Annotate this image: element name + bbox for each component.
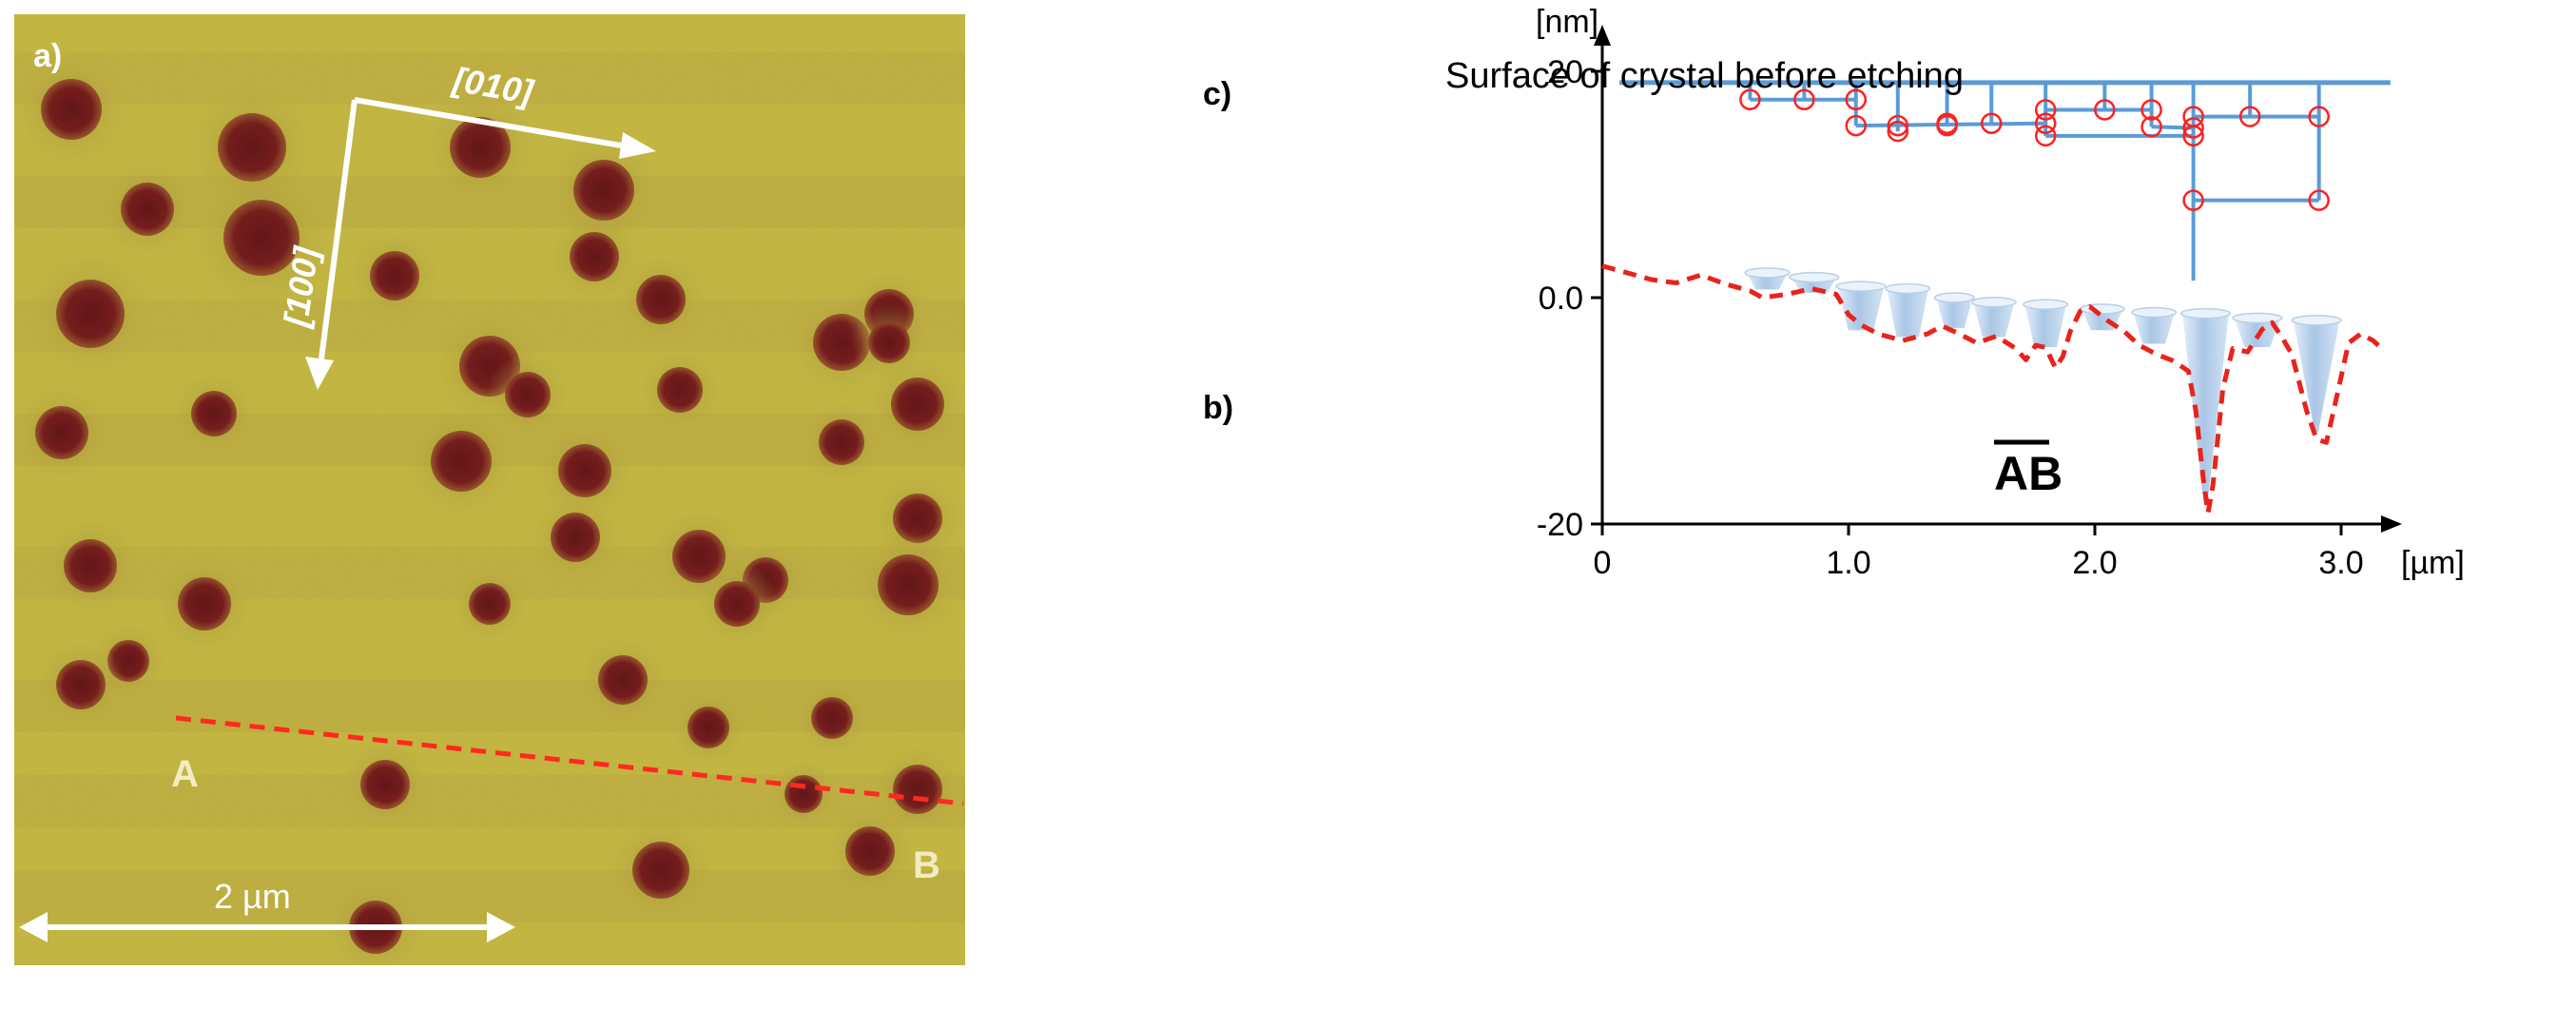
step-node [2308, 189, 2330, 211]
panel-c-label: c) [1203, 76, 1231, 112]
pit-rim [1744, 267, 1791, 279]
step-node [2182, 117, 2204, 139]
afm-image-panel: a) [010] [100] A B 2 µm [14, 14, 965, 965]
surface-label: Surface of crystal before etching [1445, 56, 1964, 96]
plot-labels: c) b) Surface of crystal before etching … [1203, 56, 2063, 500]
y-unit-label: [nm] [1536, 4, 1598, 40]
step-node [2182, 125, 2204, 147]
x-tick-label: 3.0 [2318, 545, 2363, 581]
pit-rim [1970, 297, 2017, 308]
pit-rim [2079, 303, 2125, 315]
step-node [1936, 114, 1958, 137]
x-axis-arrow [2381, 515, 2402, 533]
scale-bar [19, 912, 515, 942]
pit-rim [1789, 271, 1840, 283]
step-node [1980, 112, 2003, 134]
profile-plot: 20 0.0 -20 0 1.0 2.0 3.0 [nm] [µm] c) b) Surface… [1203, 4, 2465, 581]
point-a-label: A [171, 753, 199, 795]
profile-label-ab: AB [1994, 447, 2063, 500]
step-node [1887, 120, 1909, 143]
pit-shape [2179, 312, 2233, 509]
pit-rim [1885, 282, 1931, 295]
step-node [1739, 88, 1761, 110]
pit-rim [2291, 315, 2342, 326]
step-node [2034, 112, 2057, 134]
step-node [2182, 189, 2204, 211]
pit-shape [1834, 284, 1888, 334]
panel-a-label: a) [33, 38, 62, 74]
y-axis-arrow [1594, 25, 1611, 46]
pit-rim [1835, 281, 1887, 292]
step-node [2308, 106, 2330, 127]
pit-rim [2232, 312, 2283, 324]
step-node [2034, 125, 2057, 147]
x-tick-label: 2.0 [2072, 545, 2117, 581]
step-node [1845, 114, 1868, 137]
pit-rim [2179, 307, 2232, 320]
afm-texture [14, 14, 965, 965]
step-node [2094, 99, 2116, 121]
axes: 20 0.0 -20 0 1.0 2.0 3.0 [nm] [µm] [1536, 4, 2465, 581]
profile-line-ab [175, 715, 964, 806]
point-b-label: B [913, 844, 940, 886]
pit-rim [2131, 306, 2178, 319]
step-tree [1619, 80, 2391, 281]
profile-curve [1601, 263, 2385, 515]
profile-series-line [1601, 263, 2385, 515]
scale-bar-label: 2 µm [214, 877, 291, 916]
step-node [2140, 99, 2162, 121]
direction-arrows [305, 97, 656, 390]
step-link [1855, 121, 2046, 128]
y-tick-label: -20 [1537, 507, 1583, 543]
step-link [2151, 125, 2194, 130]
pit-shape [1884, 286, 1932, 340]
panel-b-label: b) [1203, 390, 1233, 426]
x-tick-label: 0 [1594, 545, 1612, 581]
step-node [2034, 99, 2057, 121]
pit-rim [2023, 299, 2069, 310]
step-node [2238, 106, 2261, 127]
x-unit-label: [µm] [2401, 545, 2465, 581]
pit-shape [2022, 302, 2070, 351]
step-node [1887, 114, 1909, 137]
y-tick-label: 20 [1547, 54, 1583, 90]
step-node [2140, 116, 2162, 138]
step-node [1845, 88, 1868, 110]
y-tick-label: 0.0 [1539, 281, 1583, 317]
step-node [1793, 88, 1815, 110]
x-tick-label: 1.0 [1826, 545, 1870, 581]
pit-rim [1933, 292, 1975, 303]
